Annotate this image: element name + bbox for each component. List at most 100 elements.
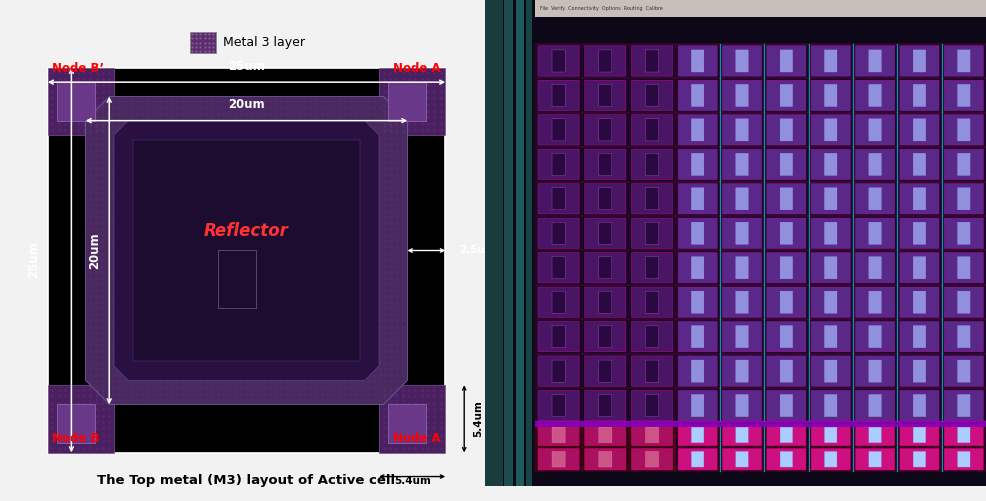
FancyBboxPatch shape: [824, 222, 837, 244]
FancyBboxPatch shape: [824, 84, 837, 107]
FancyBboxPatch shape: [646, 188, 659, 210]
FancyBboxPatch shape: [646, 222, 659, 244]
FancyBboxPatch shape: [824, 188, 837, 210]
FancyBboxPatch shape: [678, 356, 717, 386]
FancyBboxPatch shape: [913, 119, 926, 141]
FancyBboxPatch shape: [824, 119, 837, 141]
FancyBboxPatch shape: [646, 84, 659, 107]
FancyBboxPatch shape: [691, 84, 704, 107]
FancyBboxPatch shape: [538, 448, 579, 470]
FancyBboxPatch shape: [900, 287, 939, 317]
Bar: [133, 140, 360, 361]
FancyBboxPatch shape: [945, 184, 983, 214]
Bar: [535, 44, 675, 423]
FancyBboxPatch shape: [811, 390, 850, 421]
FancyBboxPatch shape: [538, 390, 579, 421]
FancyBboxPatch shape: [869, 84, 881, 107]
FancyBboxPatch shape: [599, 427, 612, 443]
FancyBboxPatch shape: [856, 115, 894, 145]
Bar: [57, 404, 95, 443]
FancyBboxPatch shape: [900, 80, 939, 111]
FancyBboxPatch shape: [811, 287, 850, 317]
FancyBboxPatch shape: [824, 427, 837, 443]
FancyBboxPatch shape: [691, 394, 704, 417]
FancyBboxPatch shape: [599, 222, 612, 244]
FancyBboxPatch shape: [945, 390, 983, 421]
FancyBboxPatch shape: [856, 390, 894, 421]
FancyBboxPatch shape: [646, 119, 659, 141]
Bar: [675, 44, 986, 423]
FancyBboxPatch shape: [631, 80, 672, 111]
Text: Reflector: Reflector: [204, 222, 289, 240]
FancyBboxPatch shape: [723, 80, 761, 111]
FancyBboxPatch shape: [780, 84, 793, 107]
FancyBboxPatch shape: [824, 451, 837, 467]
FancyBboxPatch shape: [538, 356, 579, 386]
FancyBboxPatch shape: [767, 46, 806, 76]
FancyBboxPatch shape: [646, 50, 659, 72]
FancyBboxPatch shape: [869, 153, 881, 175]
FancyBboxPatch shape: [767, 115, 806, 145]
FancyBboxPatch shape: [736, 50, 748, 72]
FancyBboxPatch shape: [631, 322, 672, 352]
FancyBboxPatch shape: [736, 326, 748, 348]
FancyBboxPatch shape: [957, 257, 970, 279]
FancyBboxPatch shape: [552, 257, 565, 279]
FancyBboxPatch shape: [913, 257, 926, 279]
FancyBboxPatch shape: [945, 218, 983, 248]
FancyBboxPatch shape: [646, 257, 659, 279]
FancyBboxPatch shape: [767, 448, 806, 470]
FancyBboxPatch shape: [691, 153, 704, 175]
FancyBboxPatch shape: [780, 153, 793, 175]
FancyBboxPatch shape: [691, 360, 704, 382]
FancyBboxPatch shape: [631, 390, 672, 421]
FancyBboxPatch shape: [900, 46, 939, 76]
FancyBboxPatch shape: [856, 448, 894, 470]
Bar: [535, 422, 986, 427]
FancyBboxPatch shape: [767, 424, 806, 446]
FancyBboxPatch shape: [723, 149, 761, 179]
FancyBboxPatch shape: [869, 326, 881, 348]
FancyBboxPatch shape: [552, 153, 565, 175]
Text: Node B: Node B: [52, 432, 100, 445]
FancyBboxPatch shape: [552, 222, 565, 244]
FancyBboxPatch shape: [646, 360, 659, 382]
FancyBboxPatch shape: [631, 46, 672, 76]
FancyBboxPatch shape: [780, 360, 793, 382]
FancyBboxPatch shape: [552, 451, 565, 467]
FancyBboxPatch shape: [900, 356, 939, 386]
Bar: [218, 250, 256, 308]
FancyBboxPatch shape: [552, 360, 565, 382]
FancyBboxPatch shape: [957, 84, 970, 107]
FancyBboxPatch shape: [538, 184, 579, 214]
FancyBboxPatch shape: [599, 153, 612, 175]
FancyBboxPatch shape: [736, 360, 748, 382]
FancyBboxPatch shape: [552, 50, 565, 72]
FancyBboxPatch shape: [631, 448, 672, 470]
FancyBboxPatch shape: [723, 115, 761, 145]
FancyBboxPatch shape: [723, 322, 761, 352]
FancyBboxPatch shape: [599, 188, 612, 210]
FancyBboxPatch shape: [646, 451, 659, 467]
Bar: [388, 404, 426, 443]
FancyBboxPatch shape: [811, 356, 850, 386]
FancyBboxPatch shape: [736, 451, 748, 467]
FancyBboxPatch shape: [678, 287, 717, 317]
FancyBboxPatch shape: [585, 46, 626, 76]
FancyBboxPatch shape: [945, 115, 983, 145]
FancyBboxPatch shape: [736, 427, 748, 443]
FancyBboxPatch shape: [767, 356, 806, 386]
FancyBboxPatch shape: [869, 291, 881, 313]
Text: Node A: Node A: [392, 62, 441, 75]
FancyBboxPatch shape: [585, 390, 626, 421]
FancyBboxPatch shape: [869, 360, 881, 382]
FancyBboxPatch shape: [691, 427, 704, 443]
FancyBboxPatch shape: [913, 84, 926, 107]
Text: 5.4um: 5.4um: [473, 400, 484, 437]
FancyBboxPatch shape: [824, 360, 837, 382]
FancyBboxPatch shape: [780, 222, 793, 244]
FancyBboxPatch shape: [599, 84, 612, 107]
FancyBboxPatch shape: [856, 287, 894, 317]
FancyBboxPatch shape: [856, 218, 894, 248]
FancyBboxPatch shape: [691, 50, 704, 72]
